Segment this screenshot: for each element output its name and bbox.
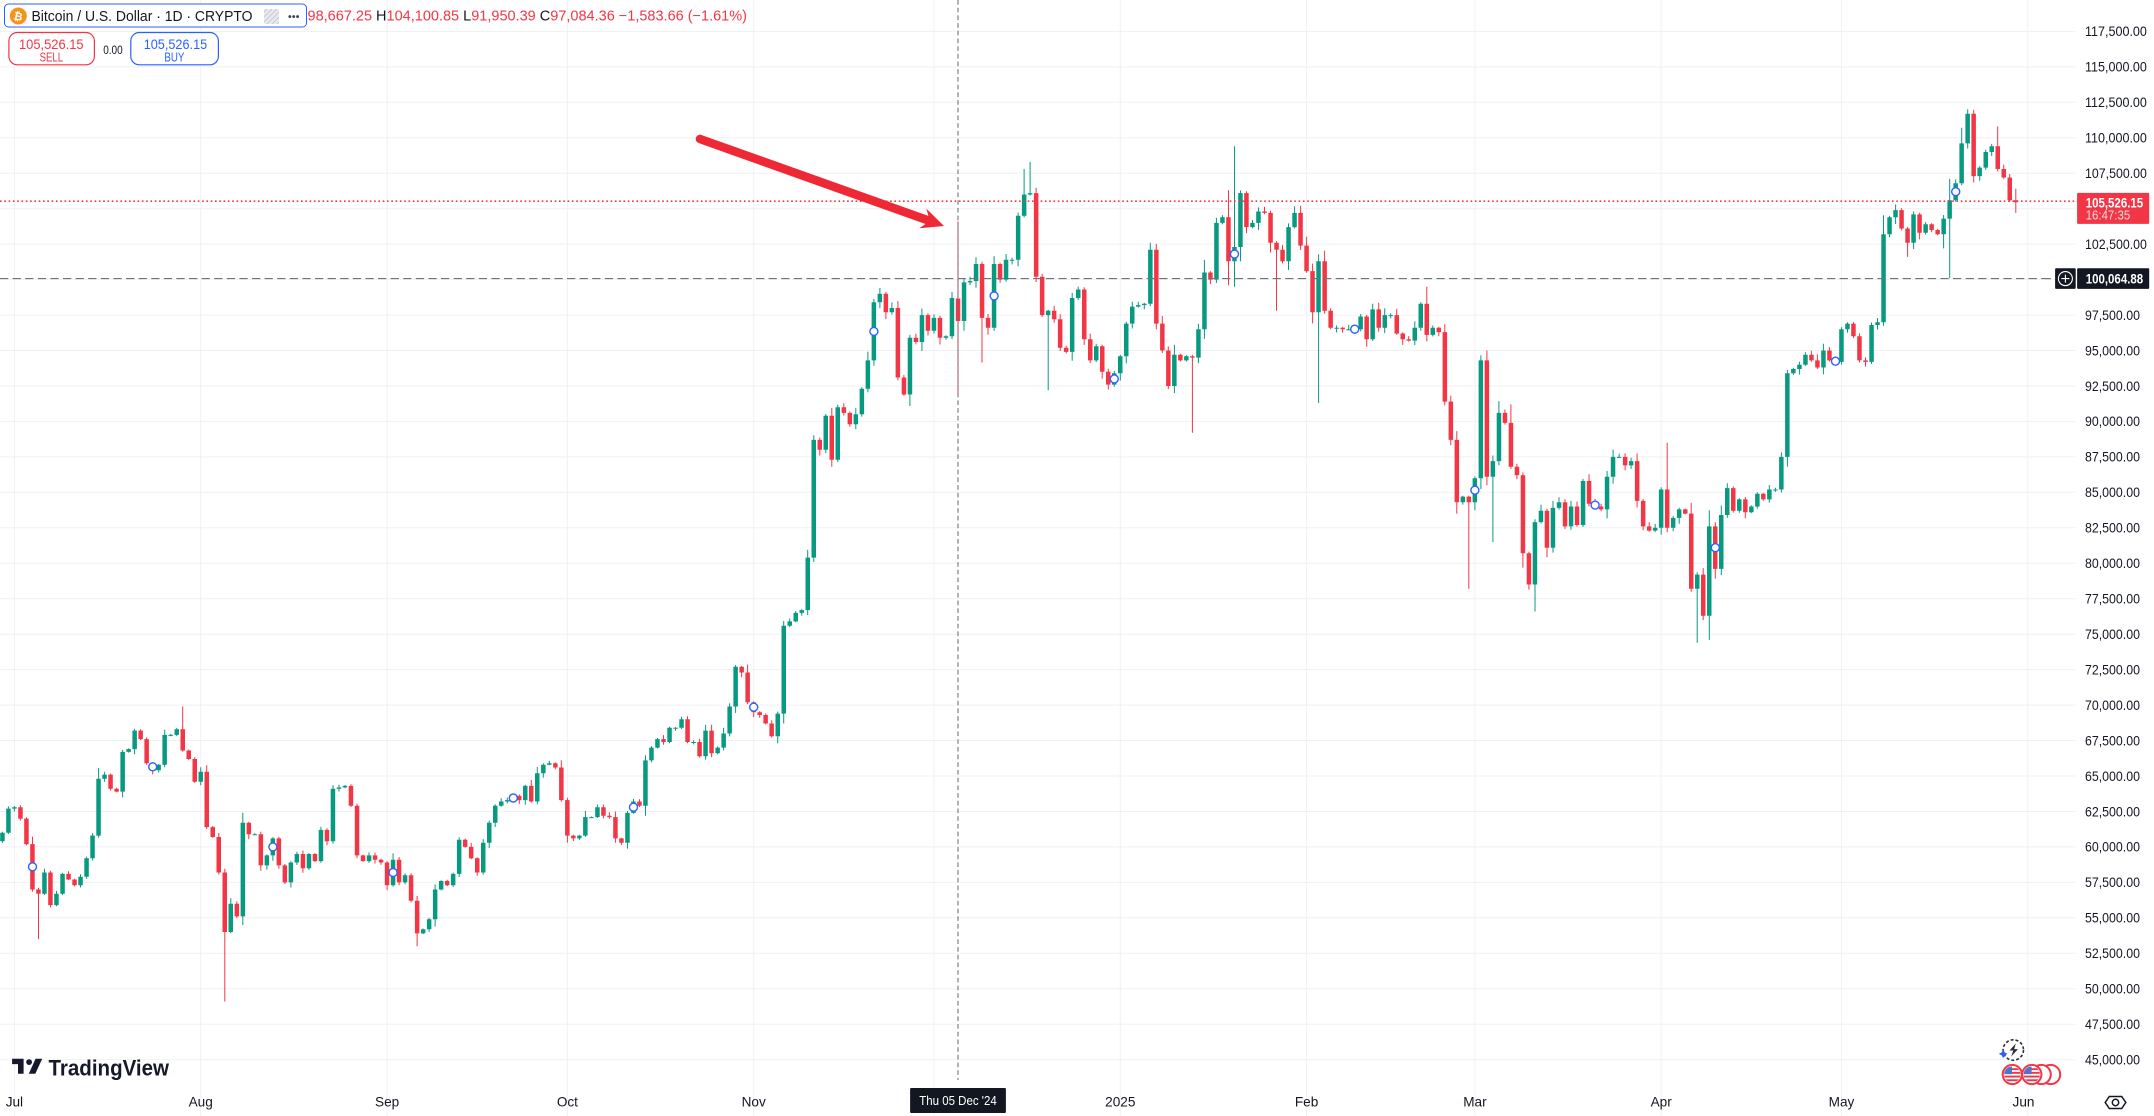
svg-text:87,500.00: 87,500.00 bbox=[2085, 450, 2140, 465]
svg-text:SELL: SELL bbox=[40, 51, 64, 65]
svg-text:Bitcoin / U.S. Dollar · 1D · C: Bitcoin / U.S. Dollar · 1D · CRYPTO bbox=[32, 9, 253, 25]
svg-text:52,500.00: 52,500.00 bbox=[2085, 946, 2140, 961]
svg-text:100,064.88: 100,064.88 bbox=[2086, 270, 2144, 286]
svg-text:77,500.00: 77,500.00 bbox=[2085, 592, 2140, 607]
svg-text:Jul: Jul bbox=[6, 1095, 23, 1110]
svg-text:57,500.00: 57,500.00 bbox=[2085, 875, 2140, 890]
svg-text:Mar: Mar bbox=[1463, 1095, 1487, 1110]
svg-text:80,000.00: 80,000.00 bbox=[2085, 556, 2140, 571]
svg-text:105,526.15: 105,526.15 bbox=[2086, 194, 2144, 210]
svg-text:BUY: BUY bbox=[164, 51, 185, 65]
svg-text:72,500.00: 72,500.00 bbox=[2085, 662, 2140, 677]
svg-text:₿: ₿ bbox=[12, 10, 23, 24]
svg-text:117,500.00: 117,500.00 bbox=[2085, 24, 2147, 39]
svg-text:65,000.00: 65,000.00 bbox=[2085, 769, 2140, 784]
svg-text:0.00: 0.00 bbox=[103, 43, 123, 57]
svg-text:115,000.00: 115,000.00 bbox=[2085, 60, 2147, 75]
svg-text:Oct: Oct bbox=[557, 1095, 578, 1110]
svg-text:May: May bbox=[1829, 1095, 1855, 1110]
svg-text:Apr: Apr bbox=[1651, 1095, 1673, 1110]
svg-text:92,500.00: 92,500.00 bbox=[2085, 379, 2140, 394]
svg-text:16:47:35: 16:47:35 bbox=[2086, 209, 2131, 223]
svg-text:67,500.00: 67,500.00 bbox=[2085, 733, 2140, 748]
svg-text:107,500.00: 107,500.00 bbox=[2085, 166, 2147, 181]
svg-text:Sep: Sep bbox=[375, 1095, 399, 1110]
svg-text:110,000.00: 110,000.00 bbox=[2085, 131, 2147, 146]
svg-text:50,000.00: 50,000.00 bbox=[2085, 982, 2140, 997]
svg-text:2025: 2025 bbox=[1105, 1095, 1135, 1110]
svg-text:62,500.00: 62,500.00 bbox=[2085, 804, 2140, 819]
svg-text:98,667.25 H104,100.85 L91,950.: 98,667.25 H104,100.85 L91,950.39 C97,084… bbox=[308, 9, 747, 25]
svg-text:70,000.00: 70,000.00 bbox=[2085, 698, 2140, 713]
svg-text:85,000.00: 85,000.00 bbox=[2085, 485, 2140, 500]
svg-text:90,000.00: 90,000.00 bbox=[2085, 414, 2140, 429]
svg-text:105,526.15: 105,526.15 bbox=[19, 36, 84, 52]
svg-text:102,500.00: 102,500.00 bbox=[2085, 237, 2147, 252]
svg-text:Jun: Jun bbox=[2013, 1095, 2035, 1110]
svg-text:Thu 05 Dec '24: Thu 05 Dec '24 bbox=[919, 1093, 997, 1108]
svg-text:Nov: Nov bbox=[742, 1095, 766, 1110]
svg-text:Aug: Aug bbox=[189, 1095, 213, 1110]
svg-text:•••: ••• bbox=[288, 11, 300, 23]
svg-text:97,500.00: 97,500.00 bbox=[2085, 308, 2140, 323]
svg-text:105,526.15: 105,526.15 bbox=[144, 36, 208, 52]
svg-text:75,000.00: 75,000.00 bbox=[2085, 627, 2140, 642]
svg-text:47,500.00: 47,500.00 bbox=[2085, 1017, 2140, 1032]
svg-text:82,500.00: 82,500.00 bbox=[2085, 521, 2140, 536]
svg-text:55,000.00: 55,000.00 bbox=[2085, 911, 2140, 926]
svg-text:TradingView: TradingView bbox=[49, 1056, 170, 1081]
svg-text:95,000.00: 95,000.00 bbox=[2085, 343, 2140, 358]
svg-text:112,500.00: 112,500.00 bbox=[2085, 95, 2147, 110]
svg-text:45,000.00: 45,000.00 bbox=[2085, 1053, 2140, 1068]
svg-text:Feb: Feb bbox=[1295, 1095, 1318, 1110]
svg-text:60,000.00: 60,000.00 bbox=[2085, 840, 2140, 855]
